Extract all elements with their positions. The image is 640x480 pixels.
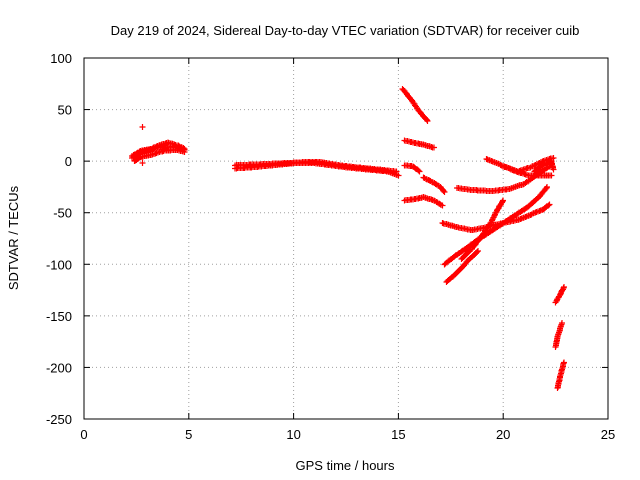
data-point — [439, 202, 446, 209]
data-point — [440, 188, 447, 194]
x-tick-label: 25 — [601, 427, 615, 442]
data-point — [181, 149, 188, 155]
data-point — [500, 197, 506, 204]
y-tick-label: -250 — [46, 412, 72, 427]
data-point — [415, 167, 422, 174]
x-tick-label: 5 — [185, 427, 192, 442]
grid — [84, 58, 608, 419]
x-tick-label: 0 — [80, 427, 87, 442]
data-point — [559, 320, 565, 326]
data-point — [544, 184, 550, 190]
x-tick-label: 10 — [286, 427, 300, 442]
chart-title: Day 219 of 2024, Sidereal Day-to-day VTE… — [111, 23, 580, 38]
data-point — [550, 166, 557, 173]
x-axis-label: GPS time / hours — [296, 458, 395, 473]
data-point — [546, 201, 553, 208]
data-points — [129, 86, 567, 391]
data-point — [431, 144, 437, 151]
data-point — [475, 248, 481, 254]
data-point — [441, 189, 448, 195]
y-tick-label: 50 — [58, 103, 72, 118]
y-tick-label: 0 — [65, 154, 72, 169]
axis-ticks: 0 5 10 15 20 25 100 50 0 -50 -100 -150 -200 -250 — [46, 51, 615, 442]
x-tick-label: 20 — [496, 427, 510, 442]
data-point — [548, 172, 555, 179]
data-point — [139, 160, 146, 166]
data-point — [474, 249, 480, 255]
y-tick-label: -150 — [46, 309, 72, 324]
data-point — [139, 124, 146, 130]
x-tick-label: 15 — [391, 427, 405, 442]
y-tick-label: 100 — [50, 51, 72, 66]
y-tick-label: -200 — [46, 360, 72, 375]
plot-frame — [83, 57, 609, 420]
data-point — [393, 168, 400, 175]
data-point — [561, 359, 567, 366]
data-point — [550, 155, 557, 161]
data-point — [424, 118, 431, 124]
data-point — [395, 172, 402, 179]
y-tick-label: -50 — [53, 206, 72, 221]
y-axis-label: SDTVAR / TECUs — [6, 185, 21, 290]
y-tick-label: -100 — [46, 257, 72, 272]
data-point — [416, 168, 423, 175]
data-point — [561, 284, 567, 290]
data-point — [545, 202, 552, 209]
